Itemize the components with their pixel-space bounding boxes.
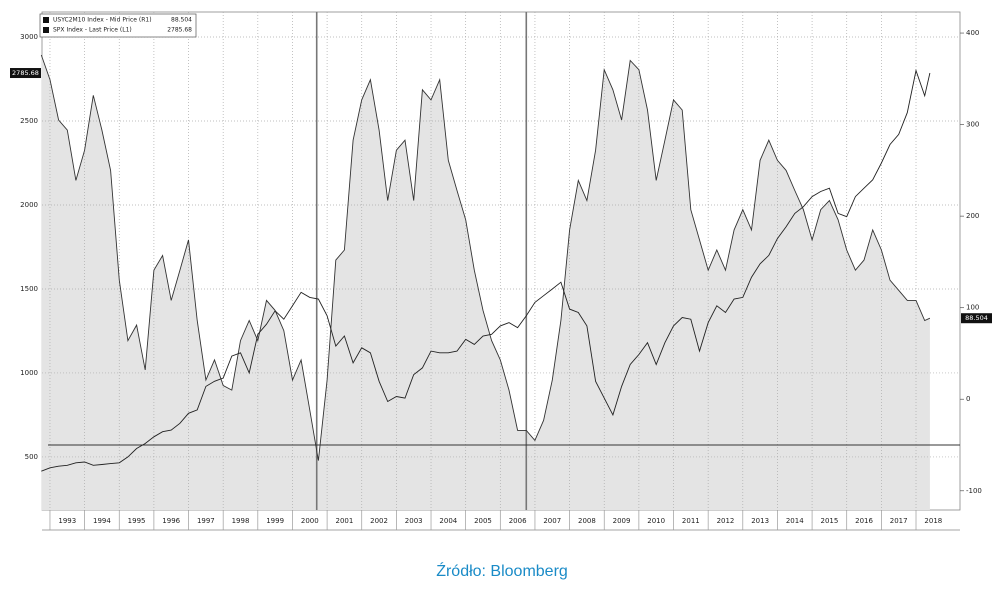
area <box>41 55 930 510</box>
legend-value: 88.504 <box>171 17 192 24</box>
x-tick-label: 1998 <box>232 517 250 525</box>
series-line <box>40 54 931 461</box>
legend <box>39 13 197 38</box>
x-tick-label: 2016 <box>855 517 873 525</box>
y-tick-label: 1000 <box>20 369 38 377</box>
y-tick-label: 2000 <box>20 201 38 209</box>
x-tick-label: 2013 <box>751 517 769 525</box>
x-tick-label: 1993 <box>58 517 76 525</box>
x-tick-label: 2003 <box>405 517 423 525</box>
legend-value: 2785.68 <box>167 27 192 34</box>
x-tick-label: 2005 <box>474 517 492 525</box>
series-line <box>41 68 931 472</box>
x-tick-label: 2007 <box>543 517 561 525</box>
y-tick-label: 1500 <box>20 285 38 293</box>
x-tick-label: 2006 <box>509 517 527 525</box>
y-tick-label: 3000 <box>20 33 38 41</box>
last-value-tag <box>961 313 992 324</box>
y-tick-label: 500 <box>25 453 38 461</box>
x-tick-label: 1997 <box>197 517 215 525</box>
last-value-tag <box>10 68 41 79</box>
x-tick-label: 1999 <box>266 517 284 525</box>
x-tick-label: 1994 <box>93 517 111 525</box>
legend-swatch <box>43 27 49 33</box>
y2-tick-label: 100 <box>966 304 979 312</box>
x-tick-label: 2000 <box>301 517 319 525</box>
x-tick-label: 2002 <box>370 517 388 525</box>
last-value-label: 88.504 <box>965 314 988 322</box>
y2-tick-label: 300 <box>966 121 979 129</box>
legend-label: USYC2M10 Index - Mid Price (R1) <box>53 17 152 24</box>
x-tick-label: 1995 <box>128 517 146 525</box>
x-tick-label: 2018 <box>924 517 942 525</box>
x-tick-label: 2004 <box>439 517 457 525</box>
x-tick-label: 2001 <box>336 517 354 525</box>
x-tick-label: 2014 <box>786 517 804 525</box>
y2-tick-label: -100 <box>966 487 982 495</box>
y2-tick-label: 0 <box>966 395 970 403</box>
x-tick-label: 2011 <box>682 517 700 525</box>
y2-tick-label: 200 <box>966 212 979 220</box>
legend-swatch <box>43 17 49 23</box>
source: Źródło: Bloomberg <box>436 561 568 580</box>
last-value-label: 2785.68 <box>12 69 39 77</box>
x-tick-label: 2009 <box>613 517 631 525</box>
y-tick-label: 2500 <box>20 117 38 125</box>
x-tick-label: 1996 <box>162 517 180 525</box>
x-tick-label: 2017 <box>890 517 908 525</box>
x-tick-label: 2012 <box>717 517 735 525</box>
y2-tick-label: 400 <box>966 29 979 37</box>
legend-label: SPX Index - Last Price (L1) <box>53 27 132 34</box>
x-tick-label: 2010 <box>647 517 665 525</box>
x-tick-label: 2008 <box>578 517 596 525</box>
x-tick-label: 2015 <box>820 517 838 525</box>
